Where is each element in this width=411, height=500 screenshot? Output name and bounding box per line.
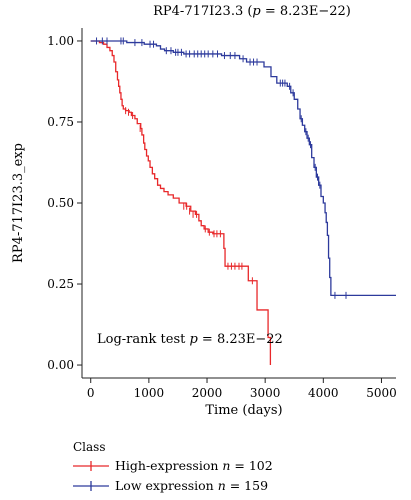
legend-label-high: High-expression n = 102 bbox=[115, 458, 273, 473]
x-tick-label: 4000 bbox=[308, 386, 339, 400]
x-axis-label: Time (days) bbox=[205, 403, 282, 418]
logrank-suffix: = 8.23E−22 bbox=[198, 332, 283, 347]
logrank-annotation: Log-rank test p = 8.23E−22 bbox=[97, 332, 283, 347]
legend-label-low-n-symbol: n bbox=[218, 478, 226, 493]
y-tick-label: 0.25 bbox=[47, 277, 74, 291]
logrank-prefix: Log-rank test bbox=[97, 332, 189, 347]
chart-title-prefix: RP4-717I23.3 ( bbox=[153, 4, 252, 19]
x-tick-label: 3000 bbox=[250, 386, 281, 400]
survival-curves bbox=[90, 37, 396, 366]
legend: Class High-expression n = 102 Low expres… bbox=[73, 440, 273, 493]
chart-title-p-symbol: p bbox=[252, 4, 261, 19]
x-ticks: 0 1000 2000 3000 4000 5000 bbox=[87, 378, 397, 400]
legend-label-high-n: = 102 bbox=[230, 458, 272, 473]
logrank-p-symbol: p bbox=[189, 332, 198, 347]
survival-line-1 bbox=[90, 40, 396, 297]
chart-title-suffix: = 8.23E−22) bbox=[261, 4, 351, 19]
series-1 bbox=[90, 37, 396, 299]
y-tick-label: 0.50 bbox=[47, 196, 74, 210]
legend-title: Class bbox=[73, 440, 106, 454]
legend-entry-high: High-expression n = 102 bbox=[73, 458, 273, 473]
y-tick-label: 1.00 bbox=[47, 34, 74, 48]
chart-title: RP4-717I23.3 (p = 8.23E−22) bbox=[153, 4, 351, 19]
y-axis-label: RP4-717I23.3_exp bbox=[11, 143, 26, 263]
x-tick-label: 5000 bbox=[366, 386, 397, 400]
legend-label-low-text: Low expression bbox=[115, 478, 218, 493]
x-tick-label: 2000 bbox=[192, 386, 223, 400]
legend-label-low-n: = 159 bbox=[226, 478, 268, 493]
series-0 bbox=[90, 40, 272, 366]
legend-label-high-text: High-expression bbox=[115, 458, 222, 473]
x-tick-label: 1000 bbox=[134, 386, 165, 400]
x-tick-label: 0 bbox=[87, 386, 95, 400]
y-tick-label: 0.75 bbox=[47, 115, 74, 129]
y-tick-label: 0.00 bbox=[47, 358, 74, 372]
y-ticks: 0.00 0.25 0.50 0.75 1.00 bbox=[47, 34, 82, 372]
legend-label-low: Low expression n = 159 bbox=[115, 478, 268, 493]
legend-entry-low: Low expression n = 159 bbox=[73, 478, 268, 493]
legend-label-high-n-symbol: n bbox=[222, 458, 230, 473]
survival-line-0 bbox=[90, 40, 272, 366]
